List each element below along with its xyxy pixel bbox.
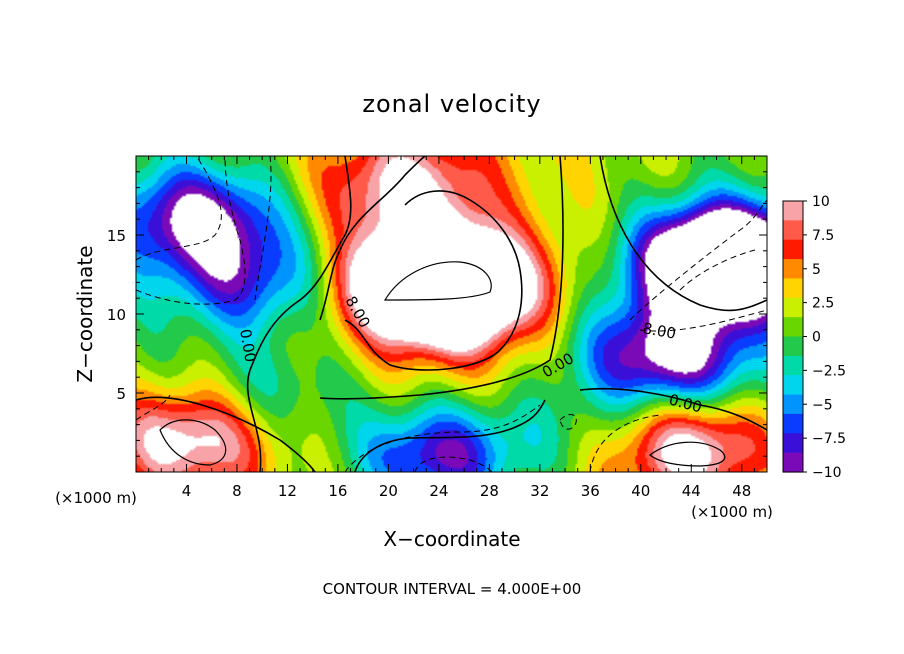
x-tick-label: 20 [379, 482, 398, 500]
colorbar-tick-label: 7.5 [812, 228, 834, 244]
contour-line [599, 156, 767, 312]
x-tick-label: 16 [328, 482, 347, 500]
colorbar-ticks: 10 7.5 5 2.5 0 −2.5 −5 −7.5 −10 [803, 194, 846, 481]
colorbar-swatch [783, 220, 803, 241]
colorbar [782, 200, 804, 473]
x-tick-label: 8 [232, 482, 242, 500]
x-unit-left: (×1000 m) [55, 489, 137, 507]
contour-line [679, 249, 756, 291]
contour-line [579, 387, 767, 431]
contour-line [383, 261, 492, 301]
colorbar-swatch [783, 394, 803, 415]
y-tick-label: 15 [107, 227, 126, 245]
contour-line [344, 404, 541, 472]
contour-line [136, 396, 316, 472]
colorbar-swatch [783, 355, 803, 376]
contour-line [344, 190, 523, 371]
x-tick-label: 40 [631, 482, 650, 500]
chart-title: zonal velocity [362, 90, 541, 118]
contour-line [629, 199, 767, 321]
colorbar-swatch [783, 201, 803, 221]
contour-line [136, 156, 246, 305]
y-tick-label: 10 [107, 306, 126, 324]
colorbar-swatch [783, 336, 803, 357]
colorbar-swatch [783, 433, 803, 454]
x-axis-label: X−coordinate [383, 527, 520, 551]
colorbar-tick-label: −5 [812, 397, 833, 413]
x-tick-label: 4 [182, 482, 192, 500]
plot-area: 8.00 0.00 0.00 0.00 8.00 [136, 156, 767, 472]
colorbar-swatch [783, 259, 803, 280]
colorbar-tick-label: −7.5 [812, 431, 846, 447]
contour-line [159, 419, 227, 466]
contour-line [559, 414, 577, 430]
colorbar-swatch [783, 375, 803, 396]
colorbar-tick-label: 2.5 [812, 296, 834, 312]
contour-line [254, 156, 272, 301]
colorbar-swatch [783, 278, 803, 299]
y-axis-ticks: 5 10 15 [107, 171, 767, 457]
colorbar-tick-label: 5 [812, 262, 821, 278]
x-tick-label: 44 [682, 482, 701, 500]
x-tick-label: 36 [581, 482, 600, 500]
colorbar-tick-label: 0 [812, 330, 821, 346]
x-tick-label: 32 [530, 482, 549, 500]
contour-line [354, 399, 546, 472]
colorbar-swatch [783, 452, 803, 473]
contour-line [136, 394, 171, 421]
contour-line [639, 309, 767, 332]
colorbar-swatch [783, 239, 803, 260]
colorbar-tick-label: −10 [812, 465, 842, 481]
x-tick-label: 12 [278, 482, 297, 500]
x-axis-ticks: 4 8 12 16 20 24 28 32 36 40 44 48 [148, 156, 755, 500]
y-axis-label: Z−coordinate [73, 245, 97, 382]
contour-line [246, 156, 352, 472]
x-tick-label: 24 [429, 482, 448, 500]
contour-label: 8.00 [641, 319, 677, 343]
colorbar-swatch [783, 297, 803, 318]
colorbar-tick-label: 10 [812, 194, 830, 210]
contour-line [319, 156, 564, 400]
contour-line [589, 414, 661, 472]
contour-line [136, 156, 222, 261]
colorbar-swatch [783, 317, 803, 338]
x-unit-right: (×1000 m) [691, 503, 773, 521]
contour-label: 0.00 [236, 328, 260, 364]
contour-line [319, 156, 426, 321]
colorbar-swatch [783, 413, 803, 434]
contour-interval-note: CONTOUR INTERVAL = 4.000E+00 [323, 580, 582, 598]
y-tick-label: 5 [116, 385, 126, 403]
x-tick-label: 48 [732, 482, 751, 500]
contour-lines [136, 156, 767, 472]
contour-line [649, 441, 726, 467]
colorbar-tick-label: −2.5 [812, 363, 846, 379]
x-tick-label: 28 [480, 482, 499, 500]
